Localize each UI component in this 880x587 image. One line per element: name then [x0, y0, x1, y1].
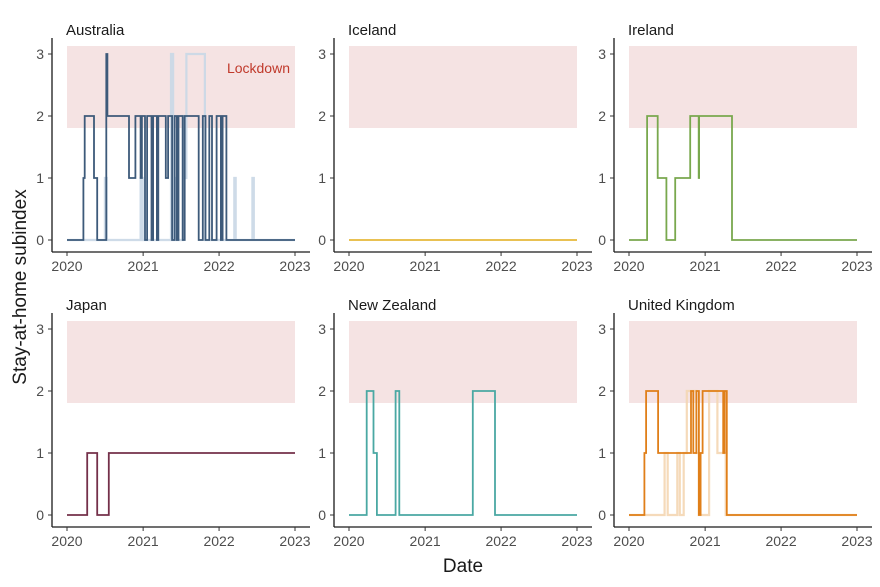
lockdown-band [629, 46, 857, 128]
y-tick-label: 1 [598, 170, 606, 186]
y-tick-label: 2 [36, 383, 44, 399]
y-tick-label: 3 [36, 46, 44, 62]
x-tick-label: 2022 [485, 533, 516, 549]
y-tick-label: 1 [36, 445, 44, 461]
panel-title: Australia [66, 22, 125, 39]
x-tick-label: 2022 [485, 258, 516, 274]
x-tick-label: 2020 [51, 533, 82, 549]
y-tick-label: 0 [318, 507, 326, 523]
series-line-faint [629, 389, 857, 517]
panel-ireland: Ireland 0 1 2 3 2020 2021 2022 2023 [598, 22, 873, 274]
series-line-main [67, 53, 295, 241]
x-tick-label: 2021 [410, 533, 441, 549]
x-tick-label: 2023 [561, 258, 592, 274]
y-axis-title: Stay-at-home subindex [10, 189, 31, 385]
y-tick-label: 3 [318, 321, 326, 337]
y-tick-label: 1 [318, 170, 326, 186]
y-tick-label: 0 [318, 232, 326, 248]
y-tick-label: 3 [598, 321, 606, 337]
x-tick-label: 2022 [203, 533, 234, 549]
panel-title: New Zealand [348, 297, 436, 314]
panel-title: United Kingdom [628, 297, 735, 314]
x-tick-label: 2023 [561, 533, 592, 549]
lockdown-band [349, 46, 577, 128]
y-tick-label: 2 [598, 108, 606, 124]
panel-title: Japan [66, 297, 107, 314]
y-tick-label: 1 [36, 170, 44, 186]
y-tick-label: 0 [598, 507, 606, 523]
panel-australia: Australia 0 1 2 3 2020 2021 2022 2023 Lockdown [36, 22, 311, 274]
x-tick-label: 2020 [333, 533, 364, 549]
panel-iceland: Iceland 0 1 2 3 2020 2021 2022 2023 [318, 22, 593, 274]
panel-new-zealand: New Zealand 0 1 2 3 2020 2021 2022 2023 [318, 297, 593, 549]
x-tick-label: 2022 [765, 533, 796, 549]
y-tick-label: 1 [318, 445, 326, 461]
lockdown-band [67, 46, 295, 128]
lockdown-band [349, 321, 577, 403]
x-tick-label: 2022 [203, 258, 234, 274]
lockdown-band [629, 321, 857, 403]
x-tick-label: 2021 [690, 258, 721, 274]
panel-japan: Japan 0 1 2 3 2020 2021 2022 2023 [36, 297, 311, 549]
x-tick-label: 2023 [279, 533, 310, 549]
series-line-faint [67, 52, 295, 242]
panel-united-kingdom: United Kingdom 0 1 2 3 2020 2021 2022 2023 [598, 297, 873, 549]
y-tick-label: 0 [36, 232, 44, 248]
x-tick-label: 2021 [690, 533, 721, 549]
x-tick-label: 2020 [51, 258, 82, 274]
y-tick-label: 3 [598, 46, 606, 62]
y-tick-label: 3 [318, 46, 326, 62]
x-tick-label: 2023 [279, 258, 310, 274]
x-tick-label: 2021 [410, 258, 441, 274]
y-tick-label: 2 [318, 108, 326, 124]
x-axis-title: Date [443, 556, 483, 577]
x-tick-label: 2021 [128, 258, 159, 274]
panel-title: Iceland [348, 22, 396, 39]
y-tick-label: 2 [318, 383, 326, 399]
series-line-main [67, 452, 295, 516]
x-tick-label: 2023 [841, 258, 872, 274]
series-line-main [349, 390, 577, 516]
lockdown-band [67, 321, 295, 403]
x-tick-label: 2020 [613, 258, 644, 274]
y-tick-label: 0 [36, 507, 44, 523]
panel-title: Ireland [628, 22, 674, 39]
series-line-main [629, 115, 857, 241]
y-tick-label: 0 [598, 232, 606, 248]
x-tick-label: 2022 [765, 258, 796, 274]
x-tick-label: 2021 [128, 533, 159, 549]
y-tick-label: 3 [36, 321, 44, 337]
x-tick-label: 2020 [613, 533, 644, 549]
y-tick-label: 1 [598, 445, 606, 461]
series-line-main [629, 390, 857, 516]
y-tick-label: 2 [598, 383, 606, 399]
x-tick-label: 2020 [333, 258, 364, 274]
x-tick-label: 2023 [841, 533, 872, 549]
y-tick-label: 2 [36, 108, 44, 124]
lockdown-label: Lockdown [227, 60, 290, 76]
